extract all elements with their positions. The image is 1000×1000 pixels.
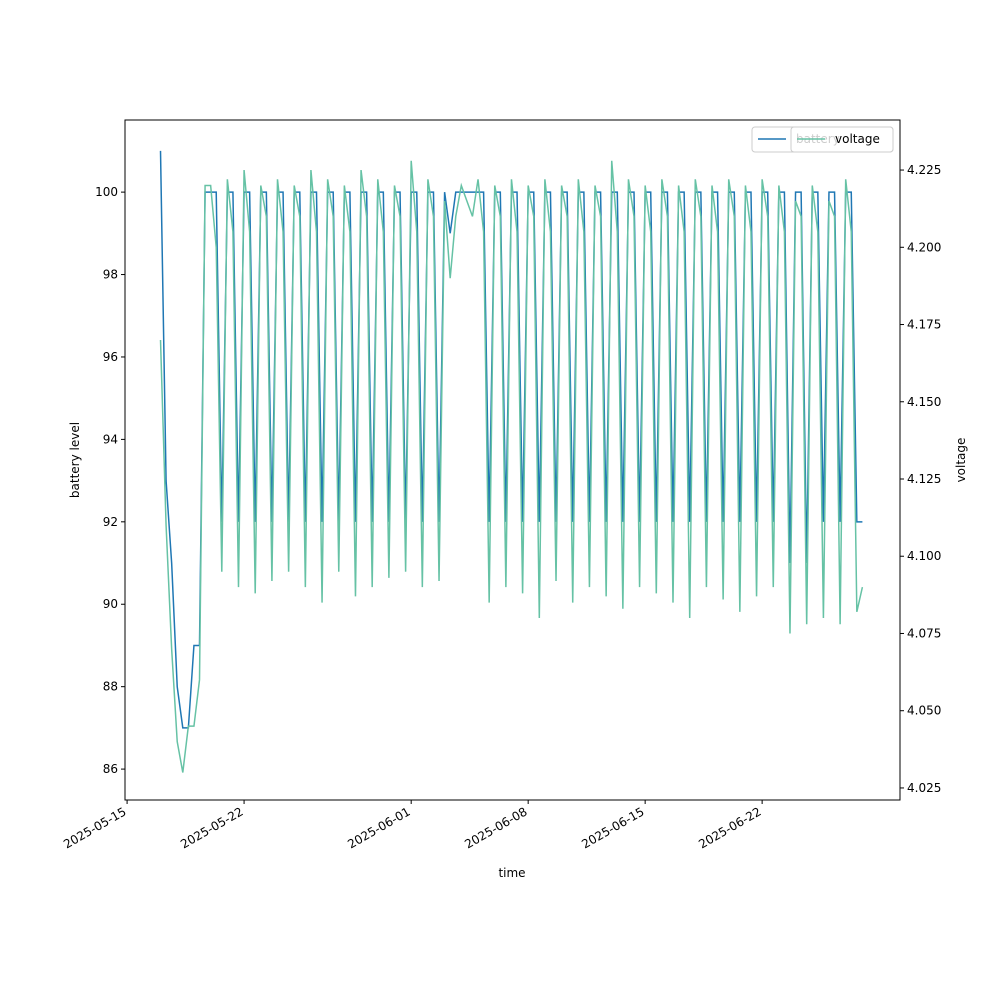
y-tick-label: 96 [103,350,118,364]
y2-tick-label: 4.025 [907,781,941,795]
x-tick-label: 2025-06-08 [462,804,529,851]
x-tick-label: 2025-05-22 [178,804,245,851]
y-tick-label: 98 [103,268,118,282]
y2-tick-label: 4.075 [907,626,941,640]
y-tick-label: 94 [103,432,118,446]
y-tick-label: 88 [103,680,118,694]
y2-tick-label: 4.100 [907,549,941,563]
y2-tick-label: 4.225 [907,163,941,177]
y2-tick-label: 4.150 [907,395,941,409]
series-line [159,150,863,729]
x-tick-label: 2025-06-22 [696,804,763,851]
series-line [159,160,864,773]
y2-tick-label: 4.200 [907,240,941,254]
legend-box [790,126,894,153]
y-tick-label: 92 [103,515,118,529]
y-axis-label: battery level [68,422,82,498]
x-tick-label: 2025-06-15 [579,804,646,851]
y-tick-label: 86 [103,762,118,776]
x-tick-label: 2025-06-01 [345,804,412,851]
plot-frame [124,119,901,801]
y2-tick-label: 4.125 [907,472,941,486]
x-tick-label: 2025-05-15 [61,804,128,851]
y2-tick-label: 4.050 [907,704,941,718]
y2-axis-label: voltage [954,438,968,483]
x-axis-label: time [498,866,525,880]
y-tick-label: 90 [103,597,118,611]
y2-tick-label: 4.175 [907,318,941,332]
y-tick-label: 100 [95,185,118,199]
legend-label: voltage [835,132,880,146]
